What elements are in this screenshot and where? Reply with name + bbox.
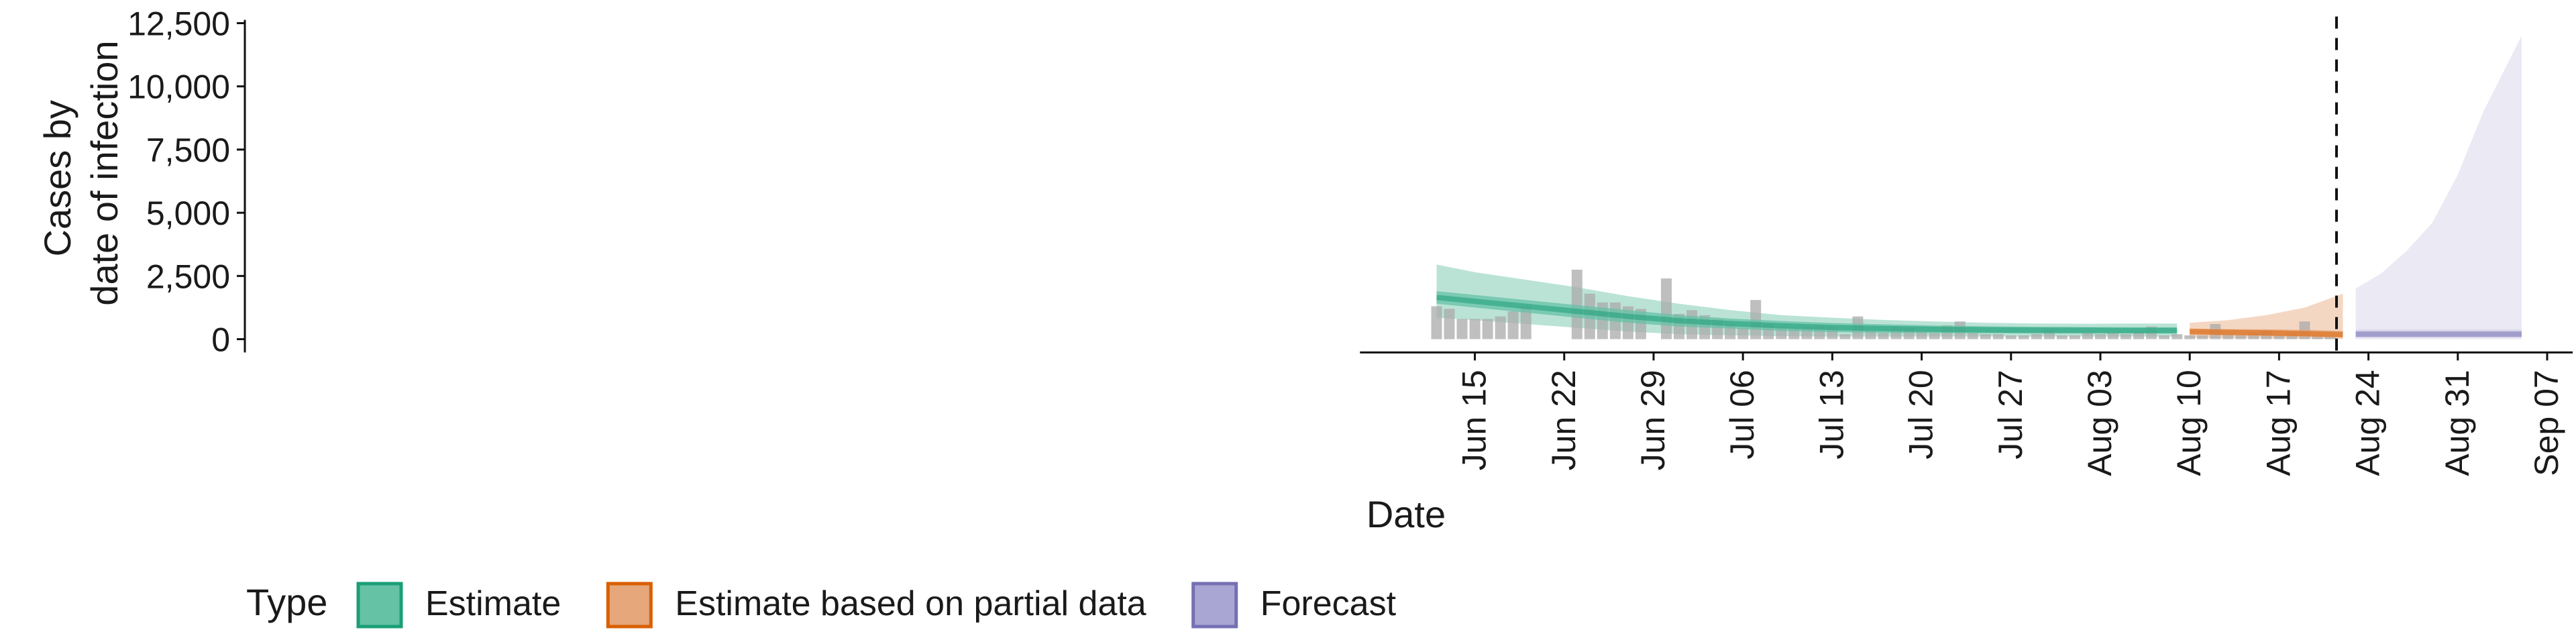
y-tick-label: 0 xyxy=(211,321,230,359)
reported-case-bar xyxy=(2133,331,2145,339)
x-tick-label: Aug 24 xyxy=(2349,370,2387,476)
reported-case-bar xyxy=(2171,334,2183,339)
x-tick-label: Jun 15 xyxy=(1456,370,1493,470)
reported-case-bar xyxy=(1444,309,1455,339)
x-axis-title: Date xyxy=(1366,493,1446,535)
estimate-median-line xyxy=(1436,294,2178,333)
y-tick-label: 10,000 xyxy=(127,68,230,106)
reported-case-bar xyxy=(1507,311,1519,339)
reported-case-bar xyxy=(2197,335,2208,339)
x-tick-label: Jun 29 xyxy=(1634,370,1672,470)
y-axis: 0 2,500 5,000 7,500 10,000 12,500 xyxy=(127,5,246,359)
legend-item-estimate: Estimate xyxy=(356,582,561,629)
x-axis: Jun 15 Jun 22 Jun 29 Jul 06 Jul 13 Jul 20 Jul … xyxy=(1360,351,2573,476)
reported-case-bar xyxy=(1929,333,1940,339)
x-tick-label: Aug 10 xyxy=(2170,370,2208,476)
reported-case-bar xyxy=(1495,316,1506,339)
x-tick-label: Sep 07 xyxy=(2528,370,2565,476)
reported-case-bar xyxy=(2312,335,2323,339)
y-tick-label: 2,500 xyxy=(146,258,230,295)
reported-case-bar xyxy=(1992,334,2004,339)
reported-case-bar xyxy=(2273,335,2285,339)
reported-case-bar xyxy=(2108,333,2118,339)
estimate-based-on-partial-data-median-line xyxy=(2190,329,2343,337)
y-tick-label: 5,000 xyxy=(146,195,230,232)
x-tick-label: Aug 03 xyxy=(2081,370,2118,476)
forecast-band-90 xyxy=(2355,36,2522,339)
reported-case-bar xyxy=(2248,333,2259,339)
reported-case-bar xyxy=(2235,335,2247,339)
reported-case-bar xyxy=(1431,306,1442,339)
reported-case-bar xyxy=(1839,334,1851,339)
x-tick-label: Aug 31 xyxy=(2438,370,2476,476)
x-tick-label: Jul 27 xyxy=(1992,370,2029,459)
legend-label: Forecast xyxy=(1260,584,1397,623)
x-tick-label: Jun 22 xyxy=(1545,370,1582,470)
reported-case-bar xyxy=(1878,333,1889,339)
reported-case-bar xyxy=(1520,306,1532,339)
reported-case-bar xyxy=(2082,333,2093,339)
axis-titles: Cases by date of infection Date xyxy=(36,40,1446,535)
reported-case-bar xyxy=(1737,327,1749,339)
reported-case-bar xyxy=(1916,331,1927,339)
legend-item-forecast: Forecast xyxy=(1191,582,1397,629)
y-tick-label: 7,500 xyxy=(146,131,230,169)
reported-case-bar xyxy=(1661,278,1672,339)
x-tick-label: Jul 20 xyxy=(1902,370,1940,459)
reported-case-bar xyxy=(2324,336,2336,339)
reported-case-bar xyxy=(2069,335,2080,339)
legend-swatch xyxy=(356,582,403,629)
reported-case-bar xyxy=(2056,335,2068,339)
x-tick-label: Aug 17 xyxy=(2259,370,2297,476)
reported-case-bar xyxy=(1967,333,1978,339)
legend-item-estimate-based-on-partial-data: Estimate based on partial data xyxy=(606,582,1146,629)
y-axis-title-line-1: Cases by xyxy=(36,100,78,256)
x-tick-label: Jul 13 xyxy=(1813,370,1850,459)
legend: Type Estimate Estimate based on partial d… xyxy=(246,581,1397,629)
reported-case-bar xyxy=(2005,335,2017,339)
legend-label: Estimate based on partial data xyxy=(675,584,1146,623)
y-tick-label: 12,500 xyxy=(127,5,230,43)
reported-case-bar xyxy=(2121,334,2131,339)
reported-case-bar xyxy=(2222,334,2234,339)
reported-case-bar xyxy=(1482,319,1493,339)
legend-title: Type xyxy=(246,581,327,623)
reported-case-bar xyxy=(2184,335,2196,339)
y-axis-title: Cases by date of infection xyxy=(36,40,125,305)
reported-case-bar xyxy=(1469,319,1481,339)
reported-case-bar xyxy=(2018,335,2029,339)
reported-case-bar xyxy=(2159,335,2170,339)
x-tick-label: Jul 06 xyxy=(1723,370,1761,459)
legend-swatch xyxy=(606,582,653,629)
reported-case-bar xyxy=(2095,334,2106,339)
legend-label: Estimate xyxy=(425,584,561,623)
reported-case-bar xyxy=(2031,334,2042,339)
reported-case-bar xyxy=(1571,270,1582,339)
plot-area xyxy=(1431,36,2522,339)
reported-case-bar xyxy=(1980,334,1991,339)
legend-swatch xyxy=(1191,582,1238,629)
reported-case-bar xyxy=(1456,319,1468,339)
y-axis-title-line-2: date of infection xyxy=(83,40,125,305)
